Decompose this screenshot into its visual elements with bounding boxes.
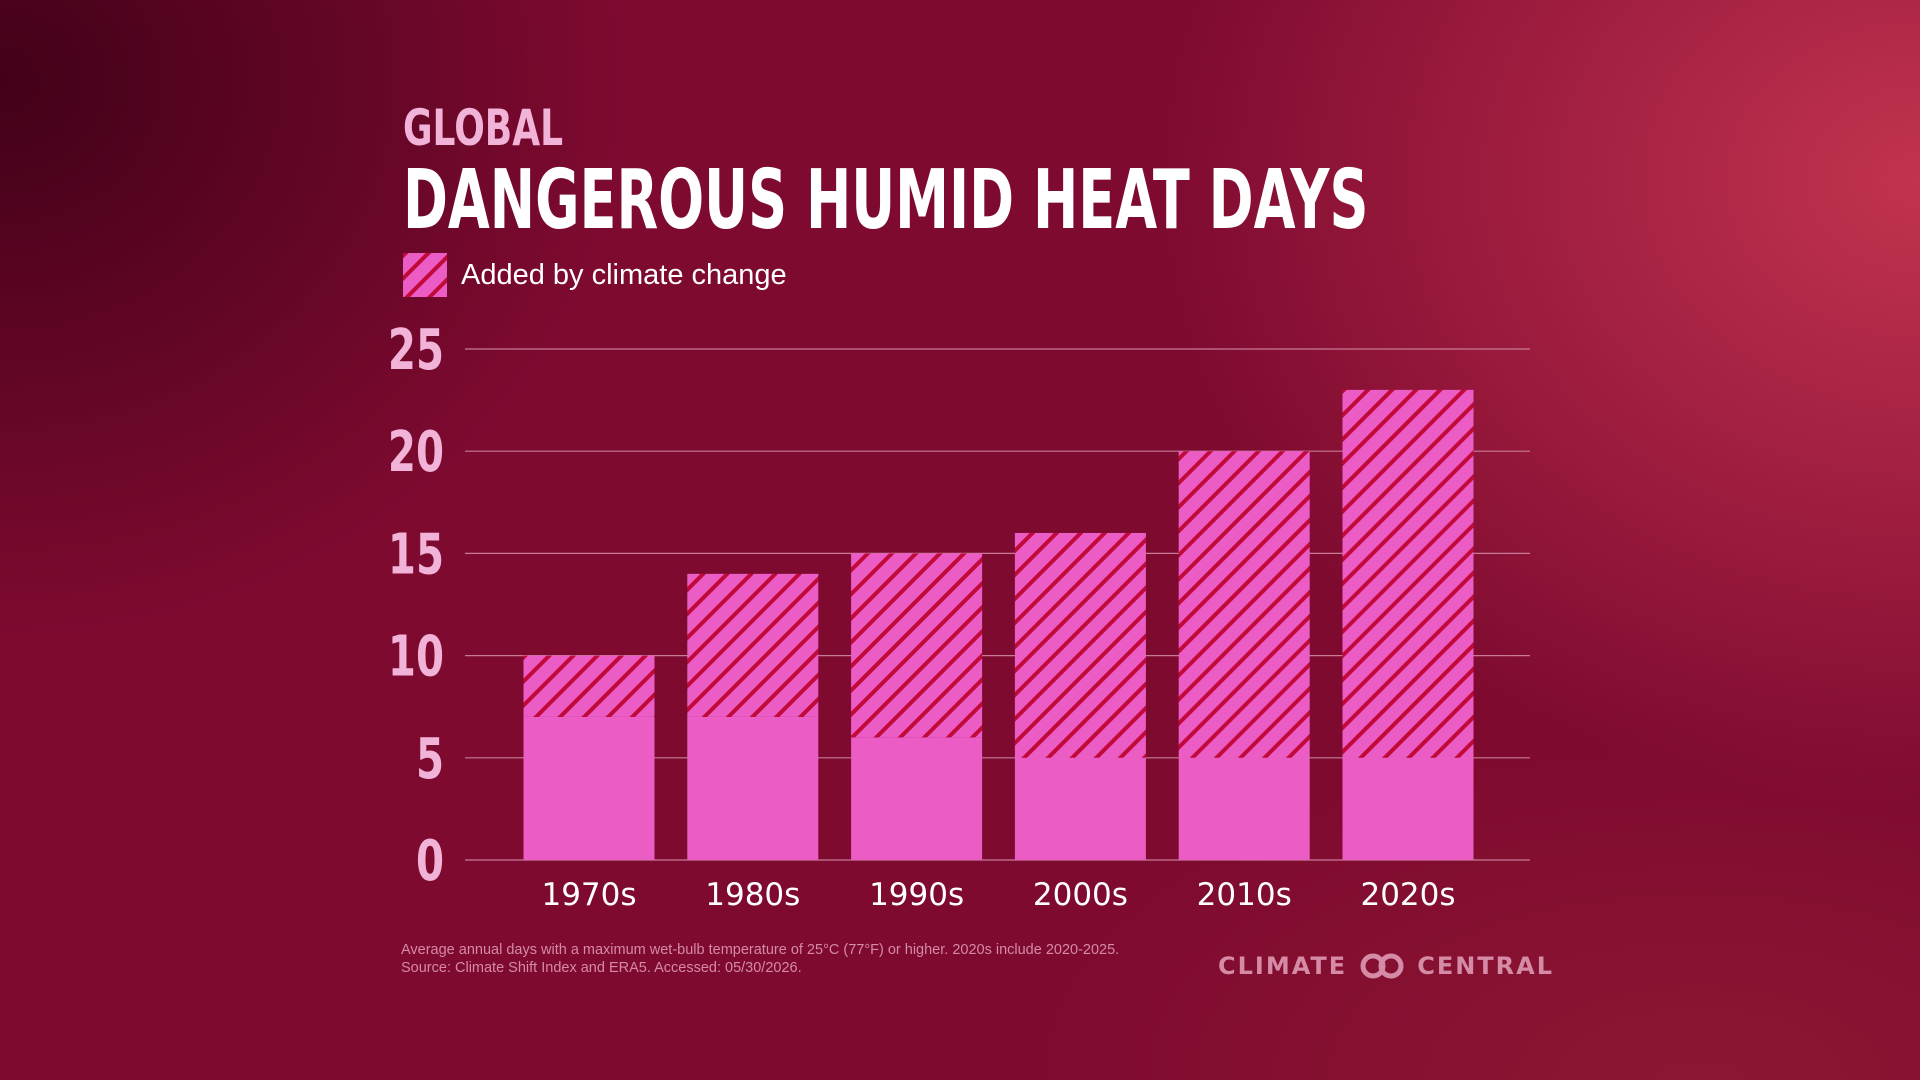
y-tick-label: 10: [388, 624, 444, 689]
bars: [523, 389, 1474, 860]
bar-base-2000s: [1014, 757, 1146, 860]
x-tick-label: 1990s: [869, 877, 964, 913]
interlocking-rings-icon: [1360, 953, 1404, 979]
legend: Added by climate change: [403, 253, 787, 297]
bar-base-2010s: [1178, 757, 1310, 860]
chart-subtitle: GLOBAL: [403, 99, 564, 157]
brand-name-left: CLIMATE: [1218, 952, 1348, 980]
x-tick-label: 2020s: [1360, 877, 1455, 913]
y-tick-label: 5: [416, 726, 444, 791]
bar-added-2020s: [1342, 389, 1474, 758]
bar-added-1990s: [851, 553, 983, 738]
x-tick-label: 2010s: [1197, 877, 1292, 913]
x-axis-ticks: 1970s 1980s 1990s 2000s 2010s 2020s: [541, 877, 1455, 913]
bar-base-1980s: [687, 716, 819, 860]
footnote: Average annual days with a maximum wet-b…: [401, 941, 1221, 977]
bar-added-2000s: [1014, 532, 1146, 758]
bar-base-1990s: [851, 737, 983, 860]
y-tick-label: 15: [388, 522, 444, 587]
chart-title: DANGEROUS HUMID HEAT DAYS: [403, 153, 1369, 248]
x-tick-label: 1970s: [541, 877, 636, 913]
brand-name-right: CENTRAL: [1417, 952, 1555, 980]
y-tick-label: 25: [388, 317, 444, 382]
bar-added-1970s: [523, 655, 655, 717]
brand-logo: CLIMATE CENTRAL: [1218, 950, 1554, 982]
bar-added-1980s: [687, 573, 819, 717]
footnote-line-2: Source: Climate Shift Index and ERA5. Ac…: [401, 960, 802, 976]
x-tick-label: 2000s: [1033, 877, 1128, 913]
legend-label: Added by climate change: [461, 258, 787, 291]
x-tick-label: 1980s: [705, 877, 800, 913]
y-tick-label: 20: [388, 420, 444, 485]
y-tick-label: 0: [416, 828, 444, 893]
bar-base-1970s: [523, 716, 655, 860]
y-axis-ticks: 0 5 10 15 20 25: [388, 317, 444, 893]
legend-hatch-swatch: [403, 253, 447, 297]
bar-added-2010s: [1178, 451, 1310, 758]
bar-base-2020s: [1342, 757, 1474, 860]
footnote-line-1: Average annual days with a maximum wet-b…: [401, 942, 1120, 958]
